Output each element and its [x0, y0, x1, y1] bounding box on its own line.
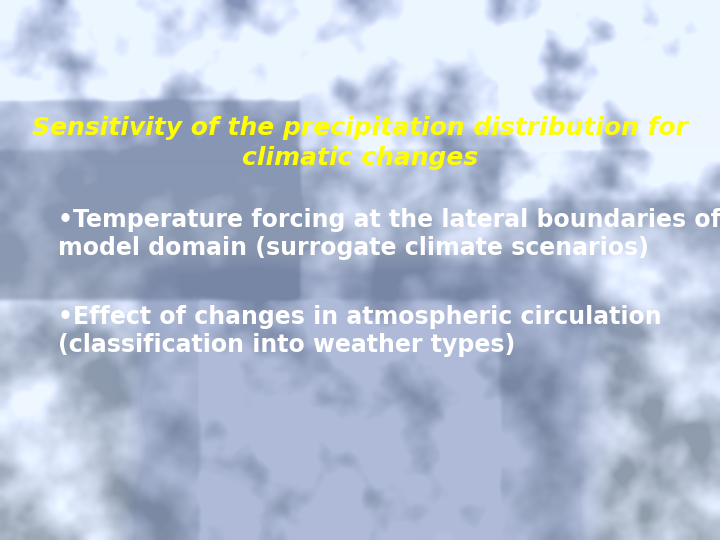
Text: •Effect of changes in atmospheric circulation
(classification into weather types: •Effect of changes in atmospheric circul… [58, 305, 661, 357]
Text: •Temperature forcing at the lateral boundaries of the
model domain (surrogate cl: •Temperature forcing at the lateral boun… [58, 208, 720, 260]
Text: Sensitivity of the precipitation distribution for
climatic changes: Sensitivity of the precipitation distrib… [32, 116, 688, 170]
